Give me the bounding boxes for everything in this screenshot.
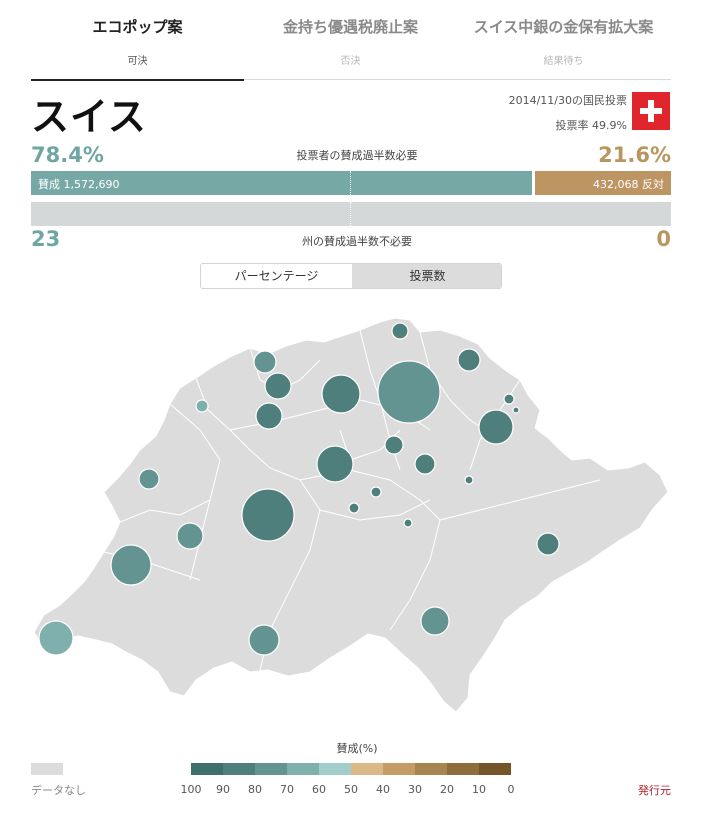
canton-bubble[interactable] [370,486,382,498]
canton-bubble[interactable] [138,468,160,490]
canton-bubble[interactable] [110,544,152,586]
swiss-flag-icon [632,92,670,130]
yes-cantons: 23 [31,227,61,251]
legend-tick-label: 80 [248,783,262,796]
turnout: 投票率 49.9% [555,119,627,132]
canton-bubble[interactable] [464,475,474,485]
canton-bubble[interactable] [536,532,560,556]
yes-bar-label: 賛成 1,572,690 [38,178,120,191]
legend-tick-label: 60 [312,783,326,796]
legend-tick-label: 90 [216,783,230,796]
tab-ecopop[interactable]: エコポップ案 可決 [31,0,244,81]
no-bar: 432,068 反対 [535,171,671,195]
canton-bubble[interactable] [348,502,360,514]
legend-tick-label: 40 [376,783,390,796]
canton-bubble[interactable] [457,348,481,372]
tab-title: エコポップ案 [92,18,183,36]
tab-title: 金持ち優遇税廃止案 [282,18,418,36]
canton-bubble[interactable] [248,624,280,656]
canton-bubble[interactable] [253,350,277,374]
legend-swatch [191,763,223,775]
legend-tick-label: 20 [440,783,454,796]
yes-bar: 賛成 1,572,690 [31,171,532,195]
canton-bubble[interactable] [384,435,404,455]
tab-title: スイス中銀の金保有拡大案 [473,18,654,36]
votes-toggle[interactable]: 投票数 [352,264,501,288]
tab-lump-sum-tax[interactable]: 金持ち優遇税廃止案 否決 [244,0,457,80]
canton-bubble[interactable] [255,402,283,430]
no-cantons: 0 [656,227,671,251]
legend-swatch [383,763,415,775]
popular-vote-bar: 賛成 1,572,690 432,068 反対 [31,171,671,195]
canton-bubble[interactable] [38,620,74,656]
tab-status: 結果待ち [543,56,584,67]
majority-line [350,202,351,226]
country-title: スイス [31,95,147,139]
legend-swatch [351,763,383,775]
legend-swatch [223,763,255,775]
canton-bubble[interactable] [478,409,514,445]
tab-status: 可決 [127,56,148,67]
legend-swatch [415,763,447,775]
legend-tick-label: 10 [472,783,486,796]
canton-bubble[interactable] [420,606,450,636]
yes-percentage: 78.4% [31,143,104,167]
legend-tick-label: 50 [344,783,358,796]
view-toggle: パーセンテージ 投票数 [200,263,502,289]
vote-date: 2014/11/30の国民投票 [508,94,627,107]
canton-bubble[interactable] [316,445,354,483]
legend-tick-label: 30 [408,783,422,796]
legend-tick-label: 70 [280,783,294,796]
canton-bubble[interactable] [414,453,436,475]
legend-swatch [479,763,511,775]
legend-swatch [447,763,479,775]
legend-swatch [255,763,287,775]
proposal-tabs: エコポップ案 可決 金持ち優遇税廃止案 否決 スイス中銀の金保有拡大案 結果待ち [31,0,671,81]
popular-majority-label: 投票者の賛成過半数必要 [296,149,418,162]
canton-bubbles [38,322,560,656]
canton-bubble[interactable] [241,488,295,542]
canton-bubble[interactable] [321,374,361,414]
canton-majority-label: 州の賛成過半数不必要 [302,235,412,248]
canton-bubble[interactable] [512,406,520,414]
legend-swatch [287,763,319,775]
tab-status: 否決 [340,56,361,67]
no-data-label: データなし [31,784,86,797]
legend-tick-label: 0 [507,783,515,796]
canton-bar [31,202,671,226]
no-percentage: 21.6% [598,143,671,167]
canton-bubble[interactable] [176,522,204,550]
canton-bubble[interactable] [403,518,413,528]
legend-title: 賛成(%) [336,742,378,755]
switzerland-outline [33,317,669,713]
canton-bubble[interactable] [503,393,515,405]
switzerland-map [33,317,669,713]
canton-bubble[interactable] [264,372,292,400]
legend-tick-label: 100 [180,783,202,796]
majority-line [350,171,351,195]
percentage-toggle[interactable]: パーセンテージ [201,264,352,288]
canton-bubble[interactable] [377,360,441,424]
no-data-swatch [31,763,63,775]
no-bar-label: 432,068 反対 [593,178,664,191]
source-link[interactable]: 発行元 [638,784,671,797]
canton-bubble[interactable] [391,322,409,340]
tab-gold-reserves[interactable]: スイス中銀の金保有拡大案 結果待ち [457,0,670,80]
canton-bubble[interactable] [195,399,209,413]
legend-swatch [319,763,351,775]
